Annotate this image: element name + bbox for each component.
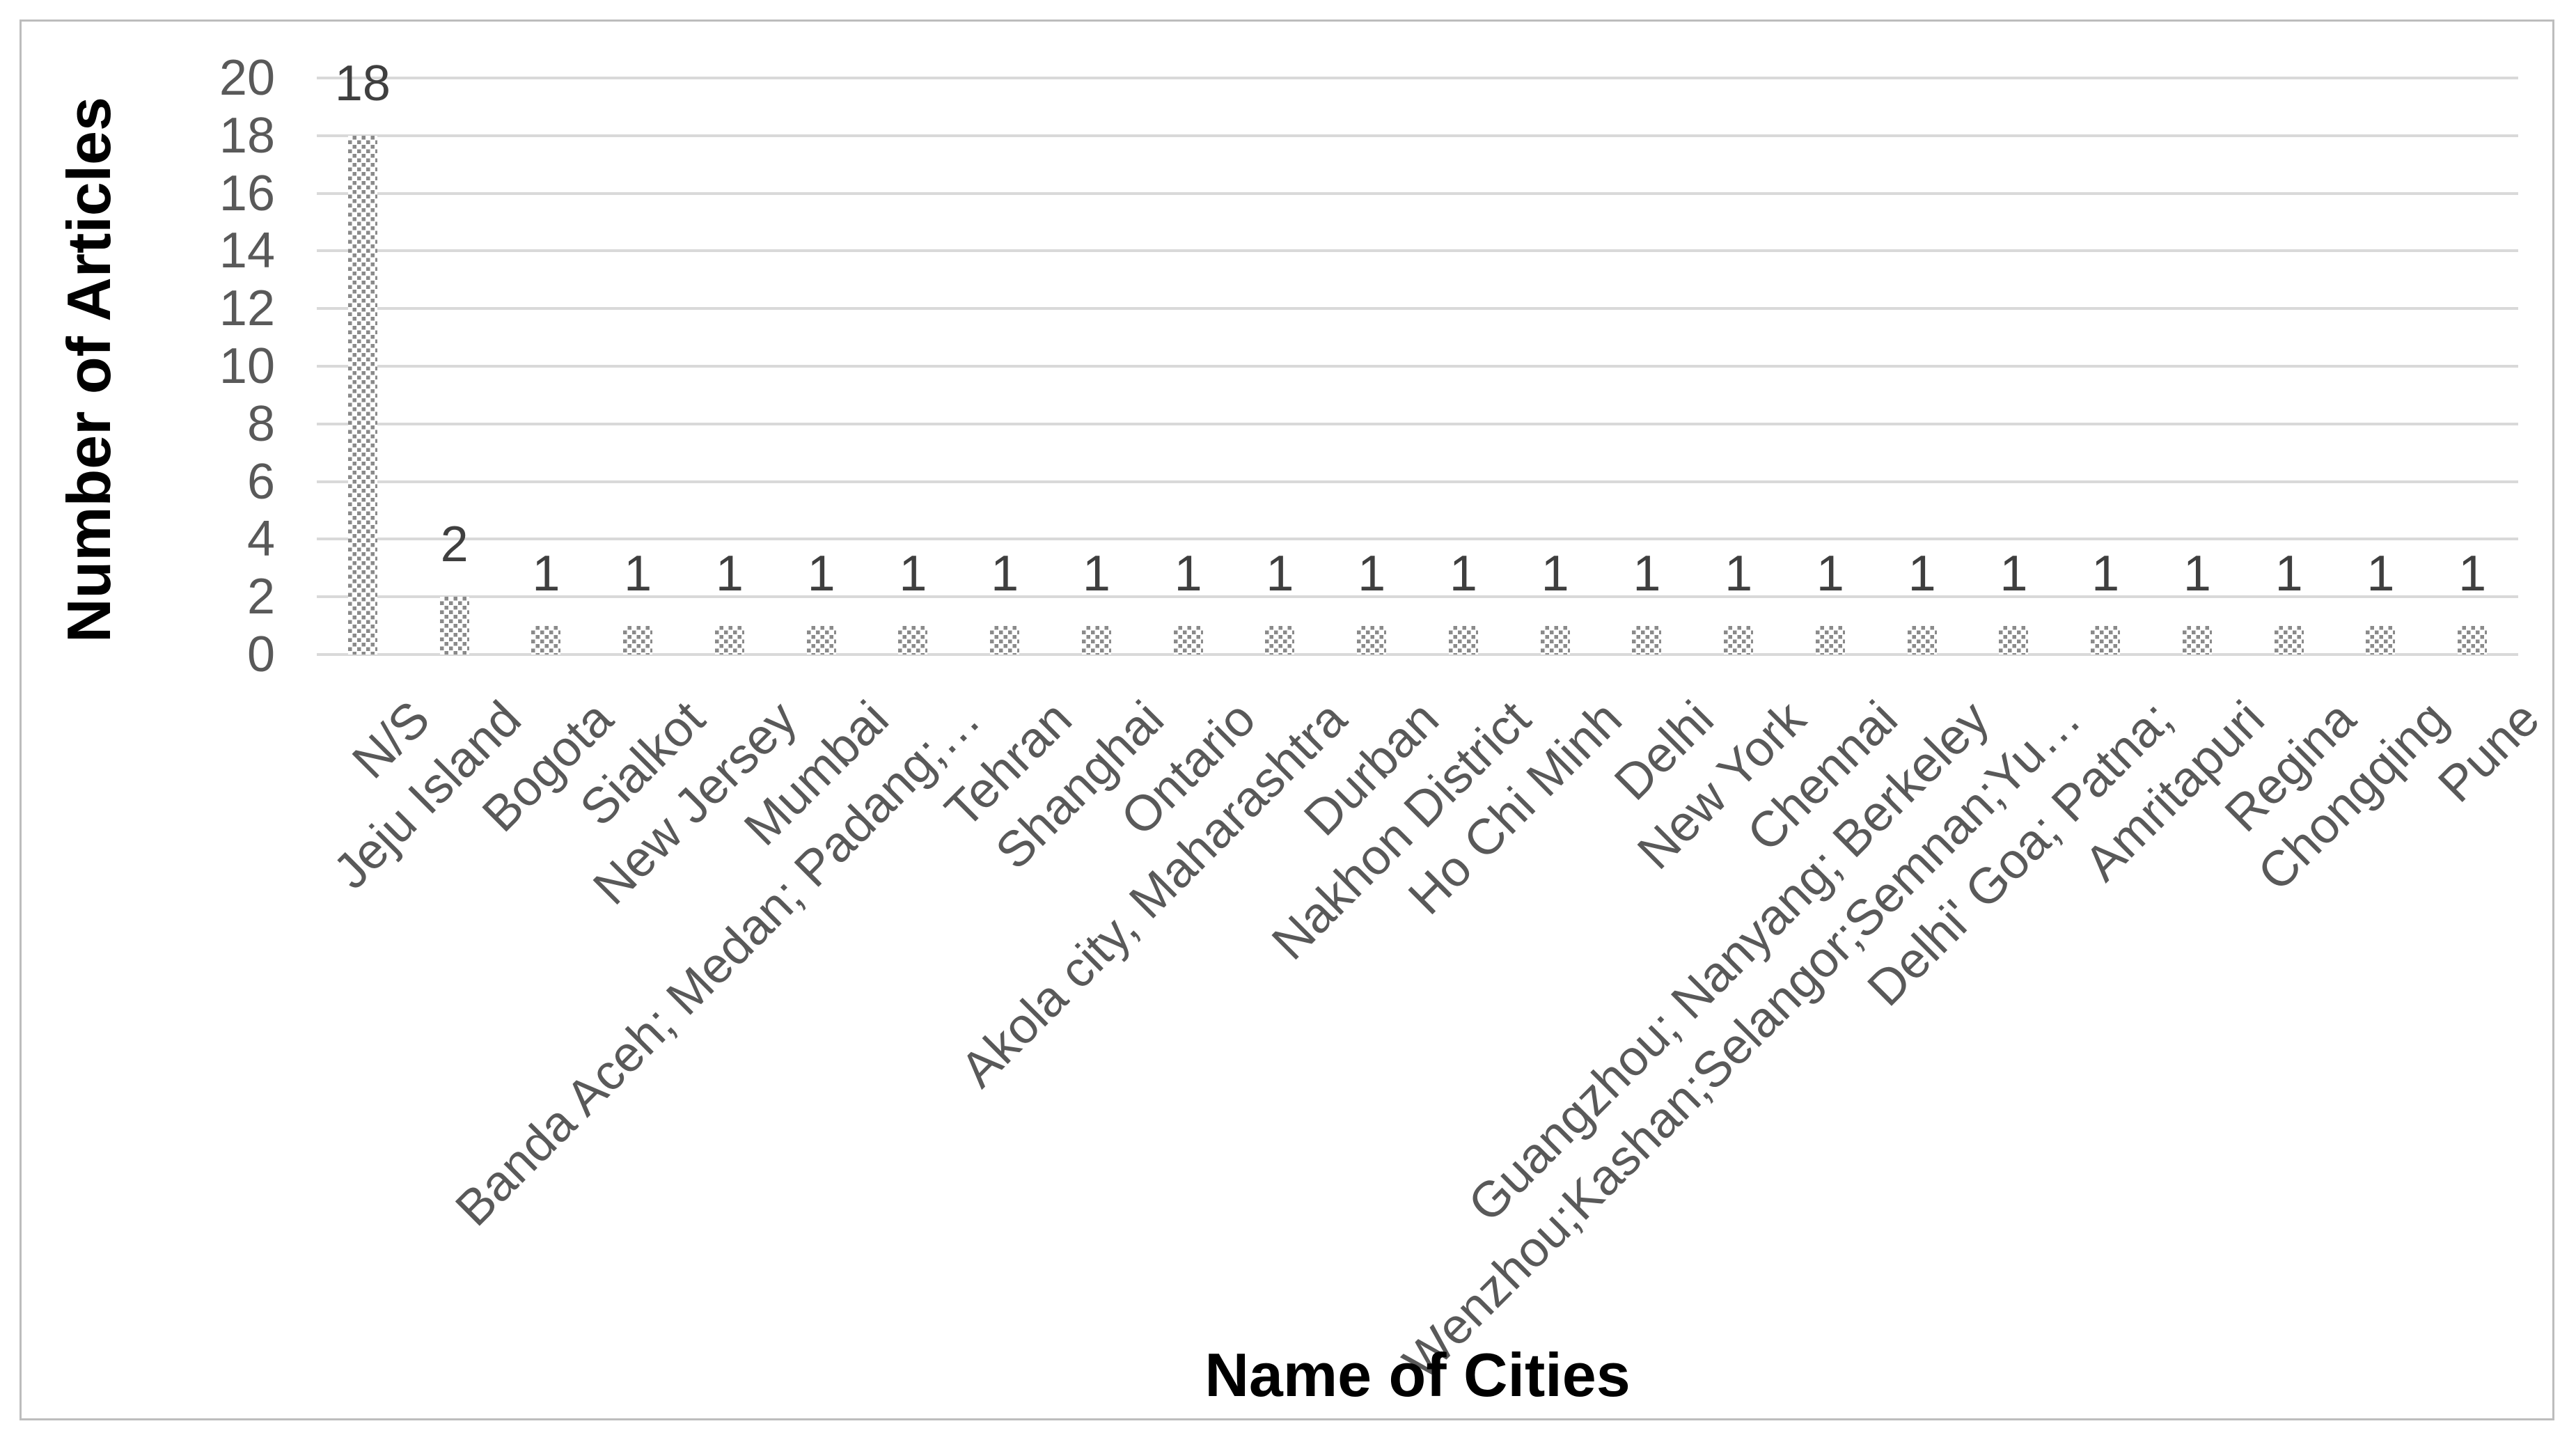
bar <box>714 625 744 655</box>
chart-frame <box>19 19 2554 1420</box>
bar <box>806 625 836 655</box>
gridline <box>317 191 2518 195</box>
bar <box>2182 625 2212 655</box>
bar <box>2366 625 2396 655</box>
data-label: 1 <box>2000 545 2028 602</box>
bar <box>898 625 928 655</box>
bar <box>2274 625 2304 655</box>
data-label: 18 <box>334 55 391 111</box>
bar <box>990 625 1020 655</box>
gridline <box>317 538 2518 541</box>
data-label: 1 <box>2091 545 2120 602</box>
gridline <box>317 422 2518 425</box>
y-tick-label: 0 <box>246 627 275 682</box>
bar <box>1632 625 1662 655</box>
data-label: 1 <box>1725 545 1753 602</box>
data-label: 2 <box>440 517 469 573</box>
data-label: 1 <box>2275 545 2303 602</box>
bar <box>1081 625 1111 655</box>
data-label: 1 <box>2458 545 2487 602</box>
data-label: 1 <box>1908 545 1936 602</box>
bar <box>1357 625 1387 655</box>
data-label: 1 <box>1816 545 1844 602</box>
bar <box>1448 625 1478 655</box>
bar <box>347 135 377 655</box>
data-label: 1 <box>1266 545 1294 602</box>
data-label: 1 <box>991 545 1019 602</box>
y-tick-label: 8 <box>246 395 275 452</box>
data-label: 1 <box>2366 545 2395 602</box>
bar <box>1540 625 1570 655</box>
bar <box>439 597 469 655</box>
bar <box>1173 625 1203 655</box>
data-label: 1 <box>624 545 652 602</box>
gridline <box>317 134 2518 137</box>
gridline <box>317 365 2518 368</box>
y-tick-label: 18 <box>219 107 275 164</box>
data-label: 1 <box>1082 545 1110 602</box>
bar <box>1724 625 1754 655</box>
data-label: 1 <box>807 545 835 602</box>
bar <box>531 625 561 655</box>
gridline <box>317 249 2518 253</box>
bar <box>2091 625 2121 655</box>
gridline <box>317 77 2518 79</box>
gridline <box>317 595 2518 599</box>
y-tick-label: 4 <box>246 511 275 567</box>
gridline <box>317 653 2518 656</box>
data-label: 1 <box>2183 545 2211 602</box>
y-tick-label: 14 <box>219 223 275 279</box>
bar <box>1999 625 2029 655</box>
data-label: 1 <box>715 545 744 602</box>
y-tick-label: 2 <box>246 569 275 625</box>
y-tick-label: 10 <box>219 338 275 394</box>
y-tick-label: 16 <box>219 165 275 221</box>
bar <box>1265 625 1295 655</box>
bar <box>623 625 653 655</box>
bar <box>1907 625 1937 655</box>
bar <box>2458 625 2488 655</box>
data-label: 1 <box>532 545 560 602</box>
data-label: 1 <box>1358 545 1386 602</box>
gridline <box>317 480 2518 483</box>
y-tick-label: 20 <box>219 50 275 106</box>
y-tick-label: 12 <box>219 281 275 337</box>
gridline <box>317 307 2518 311</box>
data-label: 1 <box>899 545 927 602</box>
bar <box>1815 625 1845 655</box>
data-label: 1 <box>1449 545 1477 602</box>
data-label: 1 <box>1633 545 1661 602</box>
y-axis-title: Number of Articles <box>54 97 123 643</box>
y-tick-label: 6 <box>246 453 275 510</box>
data-label: 1 <box>1174 545 1202 602</box>
data-label: 1 <box>1541 545 1569 602</box>
x-axis-title: Name of Cities <box>1204 1340 1631 1409</box>
